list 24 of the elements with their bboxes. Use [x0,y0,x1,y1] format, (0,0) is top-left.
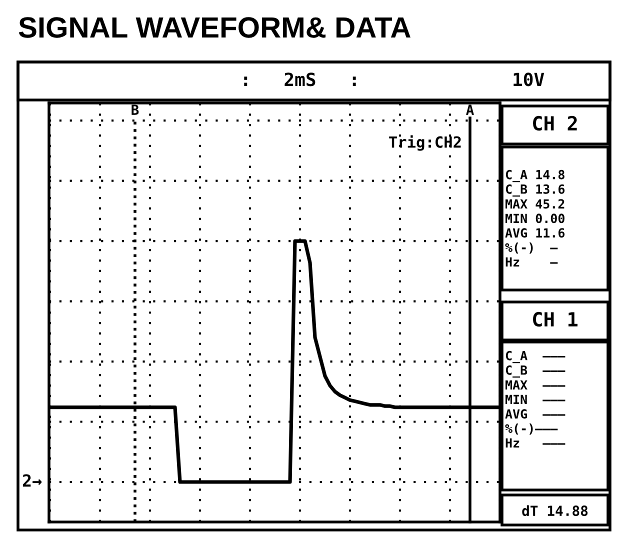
text: C_A ——— [506,350,566,364]
text: C_B 13.6 [506,184,565,197]
text: %(-)——— [505,423,558,435]
text: Hz ——— [506,438,566,448]
text: %(-) — [505,242,558,254]
text: CH 1 [533,312,578,327]
text: C_A 14.8 [506,170,564,182]
text: AVG ——— [505,409,566,419]
text: MIN 0.00 [506,214,564,224]
text: CH 2 [533,116,577,131]
text: 2→ [22,474,42,487]
text: AVG 11.6 [505,228,565,238]
text: MAX ——— [506,380,566,390]
text: Trig:CH2 [389,135,461,151]
text: A [466,104,474,115]
text: MAX 45.2 [506,199,564,209]
text: MIN ——— [506,394,566,404]
text: B [132,104,139,115]
text: 10V [514,72,544,86]
text: dT 14.88 [522,505,588,516]
text: : 2mS : [244,72,356,86]
text: Hz — [506,257,558,266]
chart-title: SIGNAL WAVEFORM& DATA [18,17,410,38]
text: C_B ——— [506,365,566,378]
